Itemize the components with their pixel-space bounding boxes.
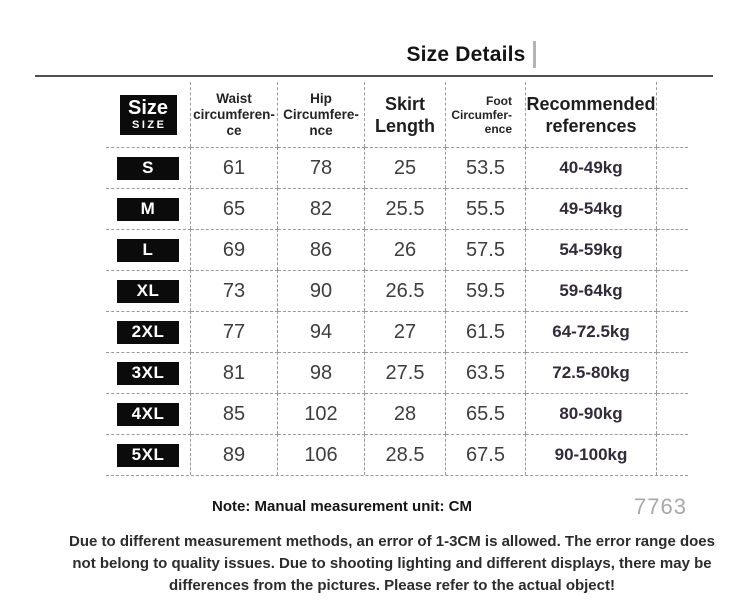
row-3-waist-cell: 73 bbox=[191, 270, 278, 311]
size-badge-s: S bbox=[117, 156, 179, 180]
header-recommended-label: Recommended references bbox=[526, 93, 656, 136]
row-0-recommended-cell: 40-49kg bbox=[526, 147, 657, 188]
row-5-foot-cell: 63.5 bbox=[446, 352, 526, 393]
row-4-recommended-cell: 64-72.5kg bbox=[526, 311, 657, 352]
row-2-size-cell: L bbox=[106, 229, 191, 270]
row-2-recommended-cell: 54-59kg bbox=[526, 229, 657, 270]
row-1-recommended-cell: 49-54kg bbox=[526, 188, 657, 229]
row-0-hip-cell: 78 bbox=[278, 147, 365, 188]
row-1-hip-cell: 82 bbox=[278, 188, 365, 229]
row-4-foot-cell: 61.5 bbox=[446, 311, 526, 352]
table-filler-cell bbox=[657, 311, 688, 352]
table-filler-cell bbox=[657, 393, 688, 434]
row-5-hip-cell: 98 bbox=[278, 352, 365, 393]
row-6-foot-cell: 65.5 bbox=[446, 393, 526, 434]
disclaimer-line-1: Due to different measurement methods, an… bbox=[69, 533, 715, 550]
header-skirt-label: Skirt Length bbox=[375, 93, 435, 136]
row-6-recommended-cell: 80-90kg bbox=[526, 393, 657, 434]
row-1-foot-cell: 55.5 bbox=[446, 188, 526, 229]
row-2-skirt-cell: 26 bbox=[365, 229, 446, 270]
disclaimer: Due to different measurement methods, an… bbox=[0, 531, 750, 597]
row-5-recommended-cell: 72.5-80kg bbox=[526, 352, 657, 393]
size-badge-xl: XL bbox=[117, 279, 179, 303]
header-skirt-cell: Skirt Length bbox=[365, 82, 446, 147]
text-cursor bbox=[532, 41, 536, 68]
header-foot-label: Foot Circumfer- ence bbox=[451, 93, 512, 136]
row-7-waist-cell: 89 bbox=[191, 434, 278, 475]
row-2-foot-cell: 57.5 bbox=[446, 229, 526, 270]
row-4-hip-cell: 94 bbox=[278, 311, 365, 352]
row-4-waist-cell: 77 bbox=[191, 311, 278, 352]
row-4-size-cell: 2XL bbox=[106, 311, 191, 352]
table-filler-cell bbox=[657, 147, 688, 188]
row-7-foot-cell: 67.5 bbox=[446, 434, 526, 475]
row-7-hip-cell: 106 bbox=[278, 434, 365, 475]
row-0-foot-cell: 53.5 bbox=[446, 147, 526, 188]
measurement-note: Note: Manual measurement unit: CM bbox=[211, 498, 473, 515]
table-filler-cell bbox=[657, 270, 688, 311]
header-hip-label: Hip Circumfere- nce bbox=[283, 90, 359, 138]
header-waist-label: Waist circumferen- ce bbox=[193, 90, 275, 138]
row-5-size-cell: 3XL bbox=[106, 352, 191, 393]
row-7-size-cell: 5XL bbox=[106, 434, 191, 475]
size-badge-5xl: 5XL bbox=[117, 443, 179, 467]
row-0-waist-cell: 61 bbox=[191, 147, 278, 188]
row-1-waist-cell: 65 bbox=[191, 188, 278, 229]
header-recommended-cell: Recommended references bbox=[526, 82, 657, 147]
size-header-badge: Size SIZE bbox=[119, 94, 177, 135]
row-7-skirt-cell: 28.5 bbox=[365, 434, 446, 475]
size-badge-m: M bbox=[117, 197, 179, 221]
row-1-size-cell: M bbox=[106, 188, 191, 229]
header-foot-cell: Foot Circumfer- ence bbox=[446, 82, 526, 147]
item-code: 7763 bbox=[634, 494, 687, 519]
size-badge-secondary: SIZE bbox=[132, 118, 167, 131]
size-table: Size SIZE Waist circumferen- ce Hip Circ… bbox=[106, 82, 688, 476]
row-0-size-cell: S bbox=[106, 147, 191, 188]
table-filler-cell bbox=[657, 82, 688, 147]
disclaimer-line-3: differences from the pictures. Please re… bbox=[169, 577, 615, 594]
row-6-size-cell: 4XL bbox=[106, 393, 191, 434]
size-badge-3xl: 3XL bbox=[117, 361, 179, 385]
row-6-hip-cell: 102 bbox=[278, 393, 365, 434]
table-filler-cell bbox=[657, 352, 688, 393]
row-5-waist-cell: 81 bbox=[191, 352, 278, 393]
row-2-waist-cell: 69 bbox=[191, 229, 278, 270]
row-3-skirt-cell: 26.5 bbox=[365, 270, 446, 311]
row-0-skirt-cell: 25 bbox=[365, 147, 446, 188]
row-4-skirt-cell: 27 bbox=[365, 311, 446, 352]
row-3-recommended-cell: 59-64kg bbox=[526, 270, 657, 311]
title-row: Size Details bbox=[96, 41, 750, 68]
size-header-cell: Size SIZE bbox=[106, 82, 191, 147]
disclaimer-line-2: not belong to quality issues. Due to sho… bbox=[72, 555, 712, 572]
note-row: Note: Manual measurement unit: CM 7763 bbox=[0, 494, 750, 520]
row-7-recommended-cell: 90-100kg bbox=[526, 434, 657, 475]
row-6-skirt-cell: 28 bbox=[365, 393, 446, 434]
page-title: Size Details bbox=[406, 42, 526, 66]
table-filler-cell bbox=[657, 188, 688, 229]
divider-line bbox=[35, 75, 713, 77]
row-3-hip-cell: 90 bbox=[278, 270, 365, 311]
row-2-hip-cell: 86 bbox=[278, 229, 365, 270]
row-3-foot-cell: 59.5 bbox=[446, 270, 526, 311]
row-5-skirt-cell: 27.5 bbox=[365, 352, 446, 393]
header-waist-cell: Waist circumferen- ce bbox=[191, 82, 278, 147]
table-filler-cell bbox=[657, 229, 688, 270]
header-hip-cell: Hip Circumfere- nce bbox=[278, 82, 365, 147]
size-badge-4xl: 4XL bbox=[117, 402, 179, 426]
row-1-skirt-cell: 25.5 bbox=[365, 188, 446, 229]
size-badge-2xl: 2XL bbox=[117, 320, 179, 344]
table-filler-cell bbox=[657, 434, 688, 475]
row-6-waist-cell: 85 bbox=[191, 393, 278, 434]
size-badge-primary: Size bbox=[127, 96, 169, 119]
size-badge-l: L bbox=[117, 238, 179, 262]
row-3-size-cell: XL bbox=[106, 270, 191, 311]
